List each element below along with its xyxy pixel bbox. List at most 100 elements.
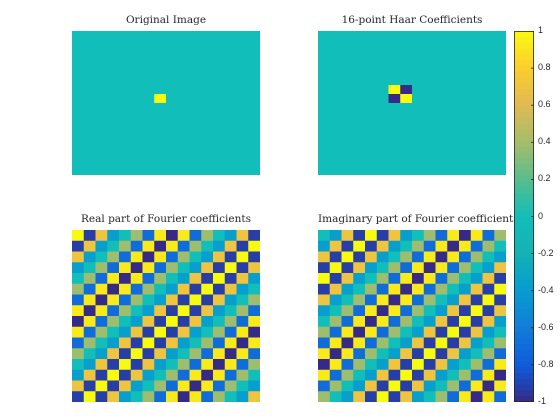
- colorbar-segment-13: [514, 106, 534, 113]
- original-cell-7-2: [95, 94, 108, 104]
- fourier-real-cell-12-14: [236, 359, 249, 371]
- fourier-imag-cell-15-2: [341, 391, 354, 402]
- haar-cell-8-4: [365, 103, 378, 113]
- original-cell-2-5: [130, 49, 143, 59]
- original-cell-12-6: [142, 139, 155, 149]
- fourier-imag-cell-7-2: [341, 305, 354, 317]
- fourier-imag-cell-9-15: [494, 326, 506, 338]
- original-cell-2-8: [166, 49, 179, 59]
- haar-cell-8-6: [388, 103, 401, 113]
- haar-cell-14-0: [318, 157, 331, 167]
- original-cell-0-6: [142, 31, 155, 41]
- fourier-imag-cell-4-15: [494, 273, 506, 285]
- fourier-real-cell-15-14: [236, 391, 249, 402]
- original-cell-3-0: [72, 58, 85, 68]
- fourier-real-cell-15-7: [154, 391, 167, 402]
- fourier-real-cell-2-7: [154, 251, 167, 263]
- fourier-real-cell-2-1: [83, 251, 96, 263]
- fourier-imag-cell-4-7: [400, 273, 413, 285]
- original-cell-13-0: [72, 148, 85, 158]
- fourier-real-cell-15-5: [130, 391, 143, 402]
- fourier-real-cell-10-0: [72, 337, 85, 349]
- fourier-real-cell-10-6: [142, 337, 155, 349]
- fourier-real-cell-6-13: [224, 294, 237, 306]
- fourier-real-cell-1-5: [130, 240, 143, 252]
- original-cell-3-5: [130, 58, 143, 68]
- fourier-imag-cell-9-7: [400, 326, 413, 338]
- fourier-imag-cell-4-5: [376, 273, 389, 285]
- original-cell-5-10: [189, 76, 202, 86]
- fourier-imag-cell-13-0: [318, 369, 331, 381]
- haar-cell-9-0: [318, 112, 331, 122]
- fourier-real-cell-2-2: [95, 251, 108, 263]
- colorbar-segment-15: [514, 117, 534, 125]
- fourier-imag-cell-3-7: [400, 262, 413, 274]
- haar-cell-4-11: [447, 67, 460, 77]
- fourier-imag-cell-2-0: [318, 251, 331, 263]
- fourier-imag-cell-14-7: [400, 380, 413, 392]
- haar-cell-15-2: [341, 166, 354, 175]
- haar-cell-14-8: [412, 157, 425, 167]
- fourier-imag-cell-3-3: [353, 262, 366, 274]
- haar-cell-0-2: [341, 31, 354, 41]
- fourier-real-cell-3-2: [95, 262, 108, 274]
- original-cell-2-7: [154, 49, 167, 59]
- colorbar-segment-42: [514, 274, 534, 281]
- fourier-real-cell-2-13: [224, 251, 237, 263]
- fourier-imag-cell-2-6: [388, 251, 401, 263]
- fourier-real-cell-5-4: [119, 283, 132, 295]
- fourier-imag-cell-10-15: [494, 337, 506, 349]
- fourier-real-cell-5-1: [83, 283, 96, 295]
- haar-cell-14-13: [470, 157, 483, 167]
- fourier-imag-cell-15-5: [376, 391, 389, 402]
- original-cell-10-13: [224, 121, 237, 131]
- original-cell-4-4: [119, 67, 132, 77]
- haar-cell-3-11: [447, 58, 460, 68]
- haar-cell-6-4: [365, 85, 378, 95]
- original-cell-3-14: [236, 58, 249, 68]
- haar-cell-3-15: [494, 58, 506, 68]
- fourier-imag-cell-13-15: [494, 369, 506, 381]
- fourier-real-cell-6-3: [107, 294, 120, 306]
- fourier-imag-cell-11-15: [494, 348, 506, 360]
- haar-cell-5-9: [423, 76, 436, 86]
- original-cell-8-6: [142, 103, 155, 113]
- haar-cell-1-1: [329, 40, 342, 50]
- fourier-imag-cell-14-6: [388, 380, 401, 392]
- fourier-imag-cell-6-0: [318, 294, 331, 306]
- haar-cell-15-12: [459, 166, 472, 175]
- fourier-imag-cell-3-0: [318, 262, 331, 274]
- colorbar-segment-10: [514, 88, 534, 96]
- fourier-real-cell-1-10: [189, 240, 202, 252]
- haar-cell-4-4: [365, 67, 378, 77]
- original-cell-12-7: [154, 139, 167, 149]
- fourier-imag-cell-13-2: [341, 369, 354, 381]
- original-cell-7-3: [107, 94, 120, 104]
- original-cell-14-13: [224, 157, 237, 167]
- fourier-imag-cell-7-8: [412, 305, 425, 317]
- original-cell-11-11: [201, 130, 214, 140]
- fourier-real-cell-5-3: [107, 283, 120, 295]
- haar-cell-9-9: [423, 112, 436, 122]
- fourier-imag-cell-8-5: [376, 316, 389, 328]
- haar-cell-4-14: [482, 67, 495, 77]
- colorbar-segment-48: [514, 309, 534, 316]
- fourier-imag-cell-8-8: [412, 316, 425, 328]
- colorbar-segment-11: [514, 94, 534, 102]
- fourier-real-cell-2-9: [177, 251, 190, 263]
- fourier-real-cell-0-2: [95, 230, 108, 242]
- fourier-real-cell-14-3: [107, 380, 120, 392]
- original-cell-10-12: [213, 121, 226, 131]
- fourier-imag-cell-1-4: [365, 240, 378, 252]
- fourier-imag-cell-9-2: [341, 326, 354, 338]
- fourier-imag-cell-12-8: [412, 359, 425, 371]
- haar-cell-13-7: [400, 148, 413, 158]
- fourier-real-cell-2-0: [72, 251, 85, 263]
- fourier-real-cell-10-13: [224, 337, 237, 349]
- fourier-imag-cell-8-7: [400, 316, 413, 328]
- fourier-imag-cell-7-1: [329, 305, 342, 317]
- fourier-imag-cell-15-7: [400, 391, 413, 402]
- original-cell-2-11: [201, 49, 214, 59]
- fourier-imag-cell-6-8: [412, 294, 425, 306]
- haar-cell-0-13: [470, 31, 483, 41]
